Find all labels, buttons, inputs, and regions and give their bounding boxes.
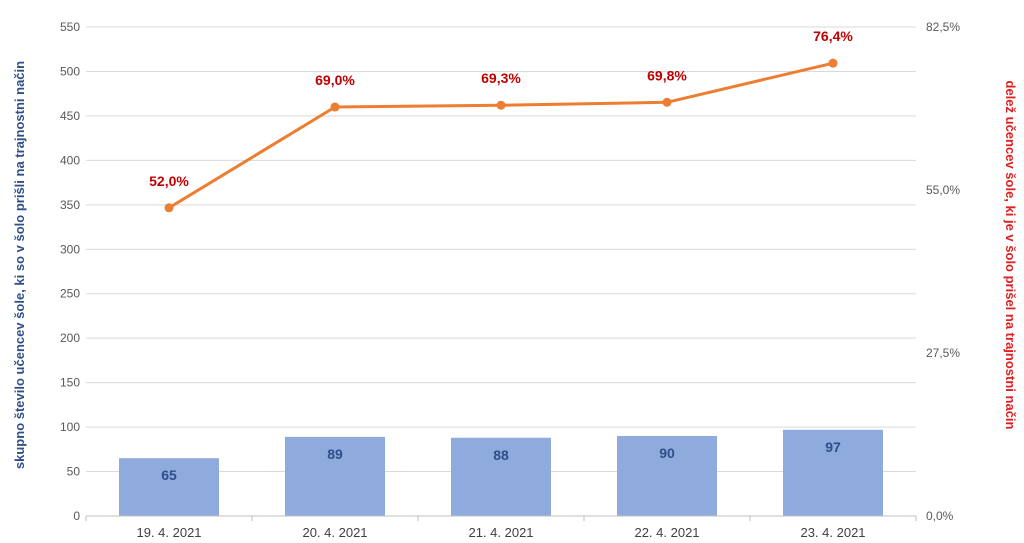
y-tick-label-right: 27,5%	[926, 346, 960, 360]
line-value-label: 69,3%	[481, 70, 521, 86]
y-tick-label-left: 300	[60, 242, 80, 256]
bar-value-label: 65	[161, 467, 177, 483]
y-axis-label-left: skupno število učencev šole, ki so v šol…	[12, 61, 27, 469]
line-point	[164, 203, 174, 213]
line-value-label: 69,8%	[647, 67, 687, 83]
bar-value-label: 89	[327, 446, 343, 462]
line-point	[662, 97, 672, 107]
y-tick-label-left: 150	[60, 376, 80, 390]
line-value-label: 69,0%	[315, 72, 355, 88]
line-point	[330, 102, 340, 112]
bar-value-label: 88	[493, 447, 509, 463]
y-tick-label-left: 200	[60, 331, 80, 345]
bars	[119, 429, 883, 516]
data-labels: 65 89 88 90 97 52,0% 69,0% 69,3% 69,8% 76,4%	[149, 28, 853, 483]
bar	[617, 435, 717, 516]
bar	[285, 436, 385, 516]
bar	[783, 429, 883, 516]
line-series	[164, 58, 838, 213]
line-value-label: 76,4%	[813, 28, 853, 44]
y-tick-label-right: 55,0%	[926, 183, 960, 197]
line-value-label: 52,0%	[149, 173, 189, 189]
y-tick-label-left: 350	[60, 198, 80, 212]
x-tick-label: 23. 4. 2021	[800, 525, 865, 540]
gridlines	[86, 26, 916, 473]
line-point	[828, 58, 838, 68]
y-axis-label-right: delež učencev šole, ki je v šolo prišel …	[1003, 81, 1018, 430]
bar-value-label: 90	[659, 445, 675, 461]
bar-value-label: 97	[825, 439, 841, 455]
x-tick-label: 22. 4. 2021	[634, 525, 699, 540]
bar	[119, 458, 219, 516]
y-tick-label-left: 550	[60, 20, 80, 34]
y-tick-label-left: 400	[60, 153, 80, 167]
y-tick-label-left: 50	[67, 465, 81, 479]
axes: 0 50 100 150 200 250 300 350 400 450 500 550 0,0% 27,…	[60, 20, 960, 540]
y-tick-label-left: 0	[73, 509, 80, 523]
y-tick-label-right: 82,5%	[926, 20, 960, 34]
bar	[451, 437, 551, 516]
y-tick-label-left: 450	[60, 109, 80, 123]
y-tick-label-left: 250	[60, 287, 80, 301]
x-tick-label: 21. 4. 2021	[468, 525, 533, 540]
line-point	[496, 100, 506, 110]
y-tick-label-left: 500	[60, 64, 80, 78]
x-tick-label: 20. 4. 2021	[302, 525, 367, 540]
y-tick-label-left: 100	[60, 420, 80, 434]
x-tick-label: 19. 4. 2021	[136, 525, 201, 540]
y-tick-label-right: 0,0%	[926, 509, 954, 523]
